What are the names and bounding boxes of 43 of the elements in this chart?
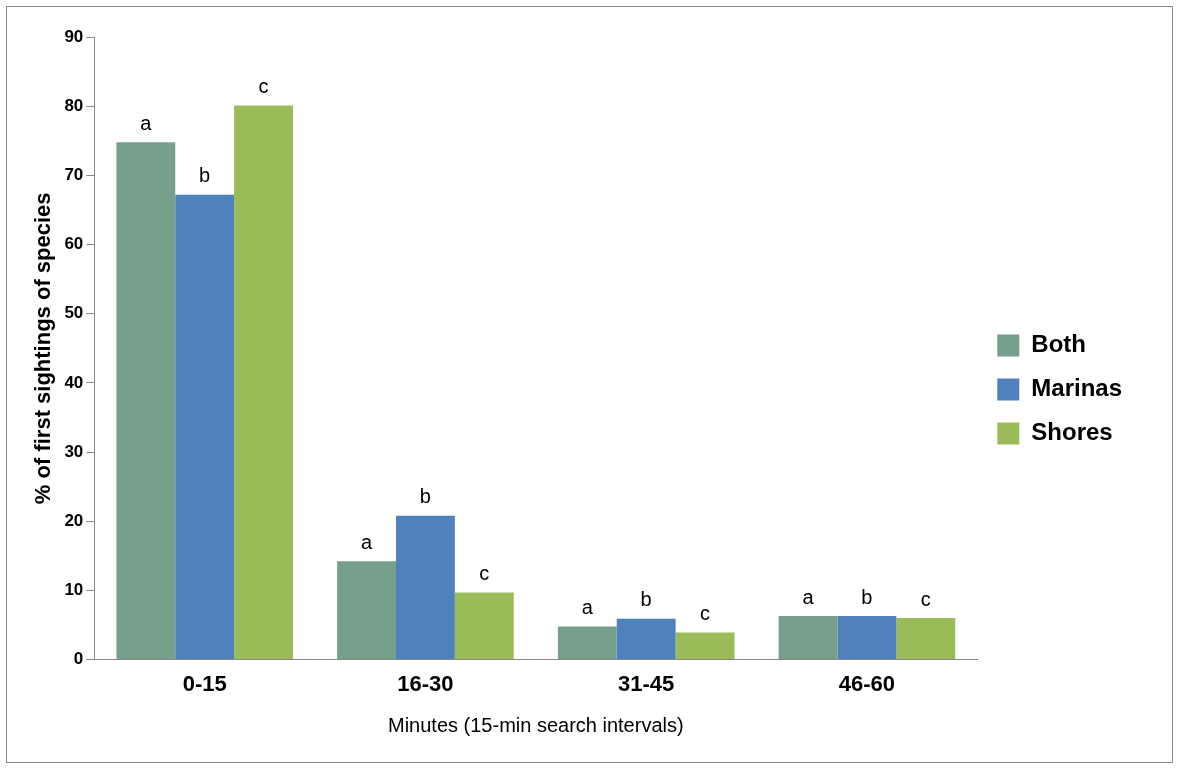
annotation: a — [802, 585, 815, 608]
annotation: c — [700, 602, 711, 625]
bar — [116, 142, 176, 660]
y-axis-title: % of first sightings of species — [30, 192, 56, 505]
bar — [896, 618, 956, 660]
legend-label: Both — [1031, 330, 1086, 358]
annotation: c — [920, 587, 931, 610]
annotation: c — [479, 562, 490, 585]
annotation: a — [581, 595, 594, 618]
bar — [396, 515, 455, 660]
bar — [337, 561, 396, 660]
legend-label: Shores — [1031, 418, 1113, 446]
bar — [454, 592, 514, 660]
y-tick-label: 30 — [64, 441, 84, 461]
annotation: b — [199, 164, 211, 187]
y-tick-label: 60 — [64, 234, 84, 254]
bar — [837, 616, 897, 660]
y-tick-label: 40 — [64, 372, 84, 392]
annotation: a — [140, 111, 153, 134]
annotation: c — [258, 75, 269, 97]
x-tick-label: 16-30 — [397, 670, 454, 696]
y-tick-label: 90 — [64, 26, 84, 46]
x-axis-title: Minutes (15-min search intervals) — [387, 713, 684, 736]
bar — [616, 618, 676, 660]
bar — [557, 626, 617, 660]
y-tick-label: 80 — [64, 95, 84, 115]
y-tick-label: 70 — [64, 165, 84, 185]
bar — [778, 616, 838, 660]
bar — [175, 194, 235, 660]
x-tick-label: 31-45 — [618, 670, 675, 696]
annotation: b — [419, 485, 431, 508]
y-tick-label: 20 — [64, 510, 84, 530]
y-tick-label: 10 — [64, 580, 84, 600]
annotation: a — [361, 530, 373, 553]
annotation: b — [861, 585, 873, 608]
x-tick-label: 46-60 — [838, 670, 896, 696]
y-tick-label: 50 — [64, 303, 84, 323]
bar — [675, 632, 735, 660]
bar — [234, 105, 293, 660]
y-tick-label: 0 — [73, 649, 84, 669]
x-tick-label: 0-15 — [182, 670, 227, 696]
legend-label: Marinas — [1031, 374, 1122, 402]
annotation: b — [640, 588, 652, 611]
